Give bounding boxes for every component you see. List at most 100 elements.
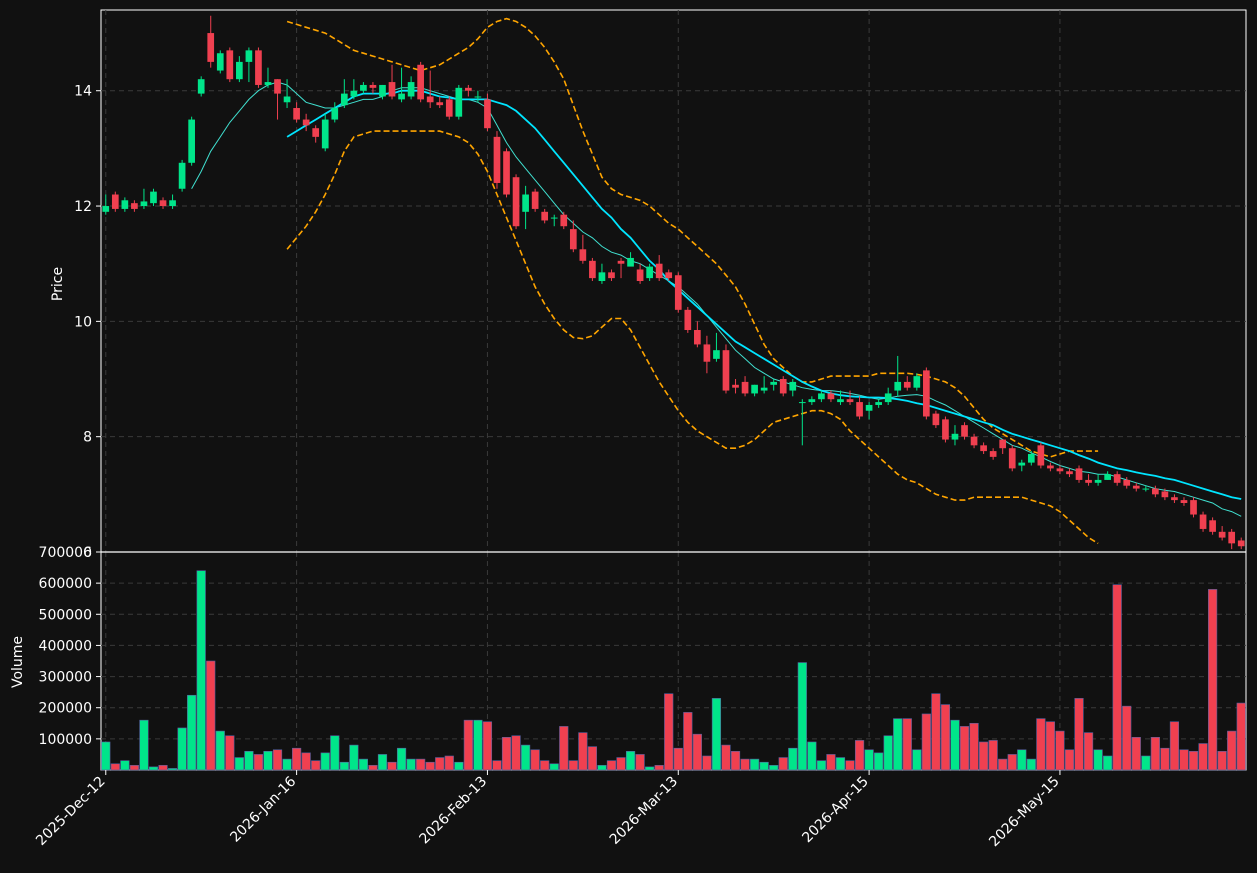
volume-bar [673,747,683,771]
candle-body [1171,497,1178,501]
volume-bar [893,718,903,771]
price-tick-label: 8 [83,430,92,446]
candle-body [608,272,615,279]
price-tick-label: 6 [83,545,92,561]
candle-body [360,84,367,91]
volume-bar [845,760,855,771]
candle-body [827,393,835,400]
candle-body [245,50,253,62]
volume-bar [482,721,493,771]
volume-bar [167,768,178,771]
volume-bar [129,765,139,771]
candle-body [884,393,892,403]
volume-bar [711,698,722,771]
volume-bar [521,744,531,771]
candle-body [331,108,339,120]
volume-bar [1141,755,1151,771]
candle-body [674,275,682,310]
candle-body [102,206,110,212]
volume-bar [1169,721,1180,771]
candle-body [846,399,854,403]
volume-bar [988,740,998,771]
candle-body [980,445,987,452]
candle-body [932,413,940,426]
volume-bar [940,704,951,771]
candle-body [1075,468,1083,480]
volume-plot-area [100,551,1247,771]
x-tick-label: 2025-Dec-12 [33,774,108,849]
candle-body [531,191,539,209]
volume-tick-label: 600000 [39,576,92,592]
candle-body [169,200,176,207]
candle-body [207,33,215,62]
price-y-label: Price [50,267,66,301]
price-tick-label: 10 [74,314,92,330]
candle-body [617,260,625,264]
volume-bar [387,761,397,771]
volume-bar [187,694,197,771]
candle-body [484,99,491,129]
volume-bar [358,758,368,771]
candle-body [426,96,434,103]
candle-body [713,350,720,359]
price-tick-label: 12 [74,199,92,215]
candle-body [293,108,300,120]
candle-body [989,451,997,457]
volume-bar [120,760,130,771]
candle-body [274,79,281,94]
volume-bar [206,660,216,771]
candle-body [875,402,882,405]
volume-bar [454,761,464,771]
volume-bar [864,749,874,771]
volume-tick-label: 100000 [39,732,92,748]
candle-body [703,344,711,362]
candle-body [236,61,243,80]
volume-bar [1150,736,1160,771]
candle-body [999,439,1007,449]
volume-bar [635,754,645,771]
volume-bar [330,735,340,771]
volume-bar [931,693,941,771]
volume-bar [750,758,760,771]
volume-tick-label: 300000 [39,670,92,686]
volume-bar [625,751,636,771]
volume-bar [902,718,912,771]
volume-bar [664,693,674,771]
volume-bar [769,765,779,771]
volume-bar [816,760,826,771]
candle-body [569,229,577,250]
x-tick-label: 2026-Feb-13 [416,774,490,848]
volume-bar [1064,749,1075,771]
volume-bar [311,760,321,771]
candle-body [894,381,902,391]
volume-bar [1112,584,1122,771]
candle-body [1218,531,1226,538]
candle-body [560,214,568,227]
volume-bar [950,719,960,771]
volume-bar [1017,749,1027,771]
candle-body [636,269,644,281]
volume-bar [320,752,330,771]
volume-bar [1236,702,1246,771]
volume-bar [1083,732,1094,771]
volume-bar [778,757,788,771]
volume-bar [1103,755,1113,771]
candle-body [1066,471,1073,475]
volume-bar [492,760,502,771]
volume-bar [568,760,578,771]
volume-bar [721,744,731,771]
volume-bar [587,746,597,771]
volume-bar [540,760,550,771]
candle-body [1209,520,1216,532]
candle-body [1142,488,1150,490]
volume-bar [578,732,588,771]
sma-short-line [191,81,1242,517]
volume-bar [416,758,426,771]
volume-bar [1093,749,1103,771]
volume-bar [559,726,569,771]
volume-bar [998,758,1008,771]
candle-body [465,87,472,91]
candle-body [283,96,291,103]
volume-bar [1131,736,1141,771]
volume-bar [1198,743,1208,771]
